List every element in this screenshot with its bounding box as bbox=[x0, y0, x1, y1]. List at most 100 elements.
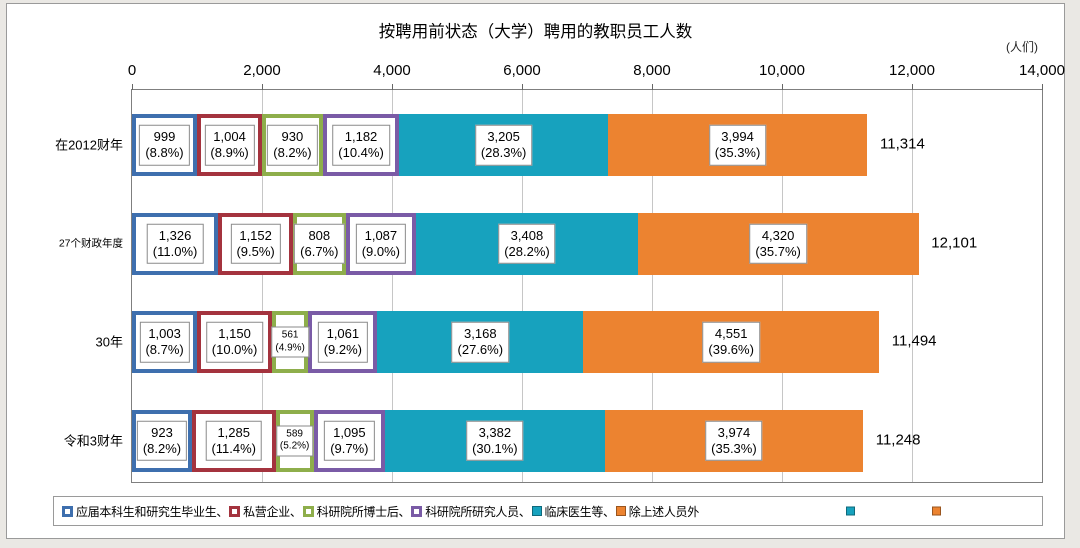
x-tick-label: 14,000 bbox=[1019, 62, 1065, 79]
segment-percent: (8.2%) bbox=[273, 145, 312, 160]
legend-item: 私营企业、 bbox=[229, 503, 302, 520]
segment-percent: (6.7%) bbox=[300, 243, 339, 259]
legend-item: 除上述人员外 bbox=[615, 503, 699, 520]
bar-segment: 923 (8.2%) bbox=[132, 409, 192, 472]
x-axis-tick-mark bbox=[652, 84, 653, 90]
segment-percent: (39.6%) bbox=[708, 342, 754, 357]
segment-value: 3,974 bbox=[717, 424, 751, 440]
legend-item: 临床医生等、 bbox=[531, 503, 615, 520]
segment-value: 1,004 bbox=[213, 128, 246, 144]
segment-label: 3,382 (30.1%) bbox=[466, 420, 524, 461]
bar-segment: 1,182 (10.4%) bbox=[322, 114, 400, 176]
legend-items: 应届本科生和研究生毕业生、 私营企业、 科研院所博士后、 科研院所研究人员、 临床医生等… bbox=[62, 497, 700, 525]
segment-label: 1,004 (8.9%) bbox=[204, 124, 255, 166]
segment-percent: (10.0%) bbox=[211, 342, 258, 357]
bar-segment: 1,004 (8.9%) bbox=[196, 114, 263, 176]
bar-segment: 589 (5.2%) bbox=[275, 409, 314, 472]
segment-value: 1,150 bbox=[218, 325, 251, 341]
row-label: 30年 bbox=[95, 334, 123, 350]
bar-total: 11,314 bbox=[880, 135, 925, 153]
legend-item: 科研院所研究人员、 bbox=[411, 503, 531, 520]
segment-percent: (9.2%) bbox=[323, 342, 363, 357]
segment-percent: (5.2%) bbox=[279, 440, 310, 452]
x-axis-tick-mark bbox=[1042, 84, 1043, 90]
segment-label: 3,994 (35.3%) bbox=[708, 124, 767, 166]
segment-value: 3,205 bbox=[487, 128, 520, 144]
bar-segment: 3,205 (28.3%) bbox=[399, 114, 608, 176]
segment-value: 561 bbox=[281, 329, 299, 341]
bar-segment: 999 (8.8%) bbox=[132, 114, 197, 176]
row-label: 在2012财年 bbox=[55, 137, 123, 153]
segment-label: 999 (8.8%) bbox=[139, 124, 190, 166]
bar-segment: 808 (6.7%) bbox=[293, 212, 346, 275]
x-tick-label: 4,000 bbox=[373, 62, 411, 79]
segment-label: 1,003 (8.7%) bbox=[139, 321, 190, 363]
segment-label: 3,168 (27.6%) bbox=[451, 321, 510, 363]
segment-percent: (27.6%) bbox=[457, 342, 504, 357]
gridline bbox=[782, 90, 783, 482]
segment-percent: (9.5%) bbox=[236, 243, 275, 259]
gridline bbox=[522, 90, 523, 482]
segment-value: 4,551 bbox=[714, 325, 748, 341]
bar-segment: 4,320 (35.7%) bbox=[637, 212, 919, 275]
segment-label: 1,285 (11.4%) bbox=[205, 420, 263, 461]
segment-value: 589 bbox=[286, 428, 303, 439]
segment-value: 1,285 bbox=[217, 424, 250, 440]
segment-value: 808 bbox=[308, 227, 331, 243]
x-tick-label: 2,000 bbox=[243, 62, 281, 79]
bar-segment: 3,974 (35.3%) bbox=[604, 409, 864, 472]
bar-segment: 1,152 (9.5%) bbox=[218, 212, 294, 275]
segment-percent: (35.3%) bbox=[714, 145, 761, 160]
segment-label: 1,095 (9.7%) bbox=[324, 420, 375, 461]
segment-percent: (11.4%) bbox=[211, 440, 257, 456]
legend-label: 私营企业、 bbox=[243, 504, 302, 519]
stacked-bar: 1,326 (11.0%) 1,152 (9.5%) 808 (6.7%) 1,087 (9.… bbox=[132, 212, 1042, 275]
segment-label: 1,087 (9.0%) bbox=[355, 223, 407, 264]
bar-segment: 1,326 (11.0%) bbox=[132, 212, 219, 275]
segment-value: 3,382 bbox=[478, 424, 512, 440]
segment-label: 808 (6.7%) bbox=[294, 223, 345, 264]
segment-percent: (8.7%) bbox=[145, 342, 184, 357]
x-axis-tick-mark bbox=[392, 84, 393, 90]
segment-value: 3,168 bbox=[464, 325, 497, 341]
plot-area: 0 2,000 4,000 6,000 8,000 10,000 12,000 14,000 9… bbox=[128, 62, 1065, 483]
legend-swatch-icon bbox=[615, 506, 626, 516]
segment-value: 3,408 bbox=[510, 227, 544, 243]
x-axis-tick-mark bbox=[262, 84, 263, 90]
legend-swatch-icon bbox=[302, 505, 314, 517]
legend-swatch-icon bbox=[531, 506, 542, 516]
segment-label: 923 (8.2%) bbox=[136, 420, 188, 461]
gridline bbox=[652, 90, 653, 482]
segment-percent: (4.9%) bbox=[275, 342, 305, 353]
bar-segment: 3,168 (27.6%) bbox=[377, 311, 584, 373]
segment-label: 3,205 (28.3%) bbox=[474, 124, 533, 166]
segment-label: 589 (5.2%) bbox=[275, 425, 314, 456]
segment-label: 1,326 (11.0%) bbox=[146, 223, 204, 264]
bar-segment: 4,551 (39.6%) bbox=[583, 311, 880, 373]
x-tick-label: 12,000 bbox=[889, 62, 935, 79]
stacked-bar: 999 (8.8%) 1,004 (8.9%) 930 (8.2%) 1,182 (10.4%… bbox=[132, 114, 1042, 176]
segment-percent: (10.4%) bbox=[338, 145, 384, 160]
row-label: 27个财政年度 bbox=[58, 237, 123, 249]
segment-label: 3,408 (28.2%) bbox=[498, 223, 556, 264]
legend: 应届本科生和研究生毕业生、 私营企业、 科研院所博士后、 科研院所研究人员、 临床医生等… bbox=[53, 496, 1043, 526]
gridline bbox=[392, 90, 393, 482]
segment-percent: (8.2%) bbox=[142, 440, 182, 456]
bar-segment: 3,408 (28.2%) bbox=[416, 212, 638, 275]
bar-total: 11,248 bbox=[875, 431, 921, 448]
x-tick-label: 8,000 bbox=[633, 62, 671, 79]
chart-panel: 按聘用前状态（大学）聘用的教职员工人数 (人们) 0 2,000 4,000 6,00… bbox=[6, 3, 1065, 539]
bar-segment: 1,150 (10.0%) bbox=[197, 311, 272, 373]
stacked-bar: 1,003 (8.7%) 1,150 (10.0%) 561 (4.9%) 1,061 (9.… bbox=[132, 311, 1042, 373]
bar-segment: 1,061 (9.2%) bbox=[308, 311, 378, 373]
segment-percent: (30.1%) bbox=[472, 440, 518, 456]
segment-value: 1,152 bbox=[239, 227, 272, 243]
segment-label: 1,182 (10.4%) bbox=[332, 124, 390, 166]
bar-segment: 1,095 (9.7%) bbox=[313, 409, 385, 472]
x-axis-tick-mark bbox=[132, 84, 133, 90]
legend-swatch-icon bbox=[411, 505, 423, 517]
segment-label: 1,150 (10.0%) bbox=[205, 321, 264, 363]
segment-value: 930 bbox=[281, 128, 304, 144]
bar-segment: 1,087 (9.0%) bbox=[345, 212, 417, 275]
segment-value: 1,095 bbox=[333, 424, 366, 440]
